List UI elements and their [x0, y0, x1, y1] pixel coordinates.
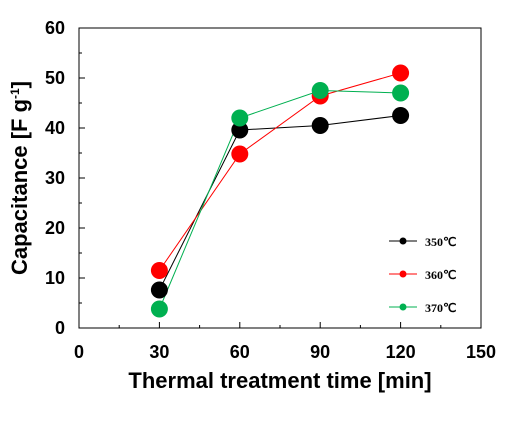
legend: 350℃ 360℃ 370℃ — [389, 235, 456, 315]
y-tick-label: 50 — [45, 68, 65, 88]
data-point-series-0 — [311, 117, 329, 134]
x-tick-label: 0 — [74, 342, 84, 362]
y-tick-label: 40 — [45, 118, 65, 138]
data-point-series-1 — [231, 145, 249, 163]
series-line-0 — [158, 115, 401, 291]
legend-label: 350℃ — [425, 235, 456, 249]
plot-frame — [78, 27, 482, 329]
y-axis-label-sup: -1 — [8, 88, 22, 99]
data-point-series-0 — [150, 281, 168, 299]
y-tick-label: 60 — [45, 18, 65, 38]
y-axis-label-end: ] — [7, 81, 32, 88]
ticks-layer: 0 10 20 30 40 50 60 0 30 60 90 120 150 — [45, 18, 496, 362]
x-tick-label: 150 — [466, 342, 496, 362]
data-point-series-2 — [392, 84, 410, 102]
legend-label: 360℃ — [425, 268, 456, 282]
data-point-series-1 — [392, 64, 410, 82]
legend-marker — [399, 303, 407, 311]
y-tick-label: 30 — [45, 168, 65, 188]
x-tick-label: 30 — [149, 342, 169, 362]
y-tick-label: 10 — [45, 268, 65, 288]
x-tick-label: 120 — [386, 342, 416, 362]
data-point-series-2 — [231, 109, 249, 127]
data-point-series-2 — [150, 300, 168, 318]
legend-marker — [399, 237, 407, 245]
series-line-1 — [158, 72, 401, 271]
y-tick-label: 20 — [45, 218, 65, 238]
y-axis-label-main: Capacitance [F g — [7, 99, 32, 275]
data-point-series-0 — [231, 121, 249, 139]
legend-label: 370℃ — [425, 301, 456, 315]
x-axis-label: Thermal treatment time [min] — [128, 368, 431, 393]
legend-marker — [399, 270, 407, 278]
x-tick-label: 60 — [230, 342, 250, 362]
x-tick-label: 90 — [310, 342, 330, 362]
y-axis-label: Capacitance [F g-1] — [7, 81, 32, 275]
data-point-series-1 — [150, 262, 168, 279]
y-tick-label: 0 — [55, 318, 65, 338]
data-point-series-2 — [311, 82, 329, 99]
series-line-2 — [158, 89, 401, 310]
series-layer — [150, 64, 410, 318]
data-point-series-0 — [392, 107, 410, 124]
